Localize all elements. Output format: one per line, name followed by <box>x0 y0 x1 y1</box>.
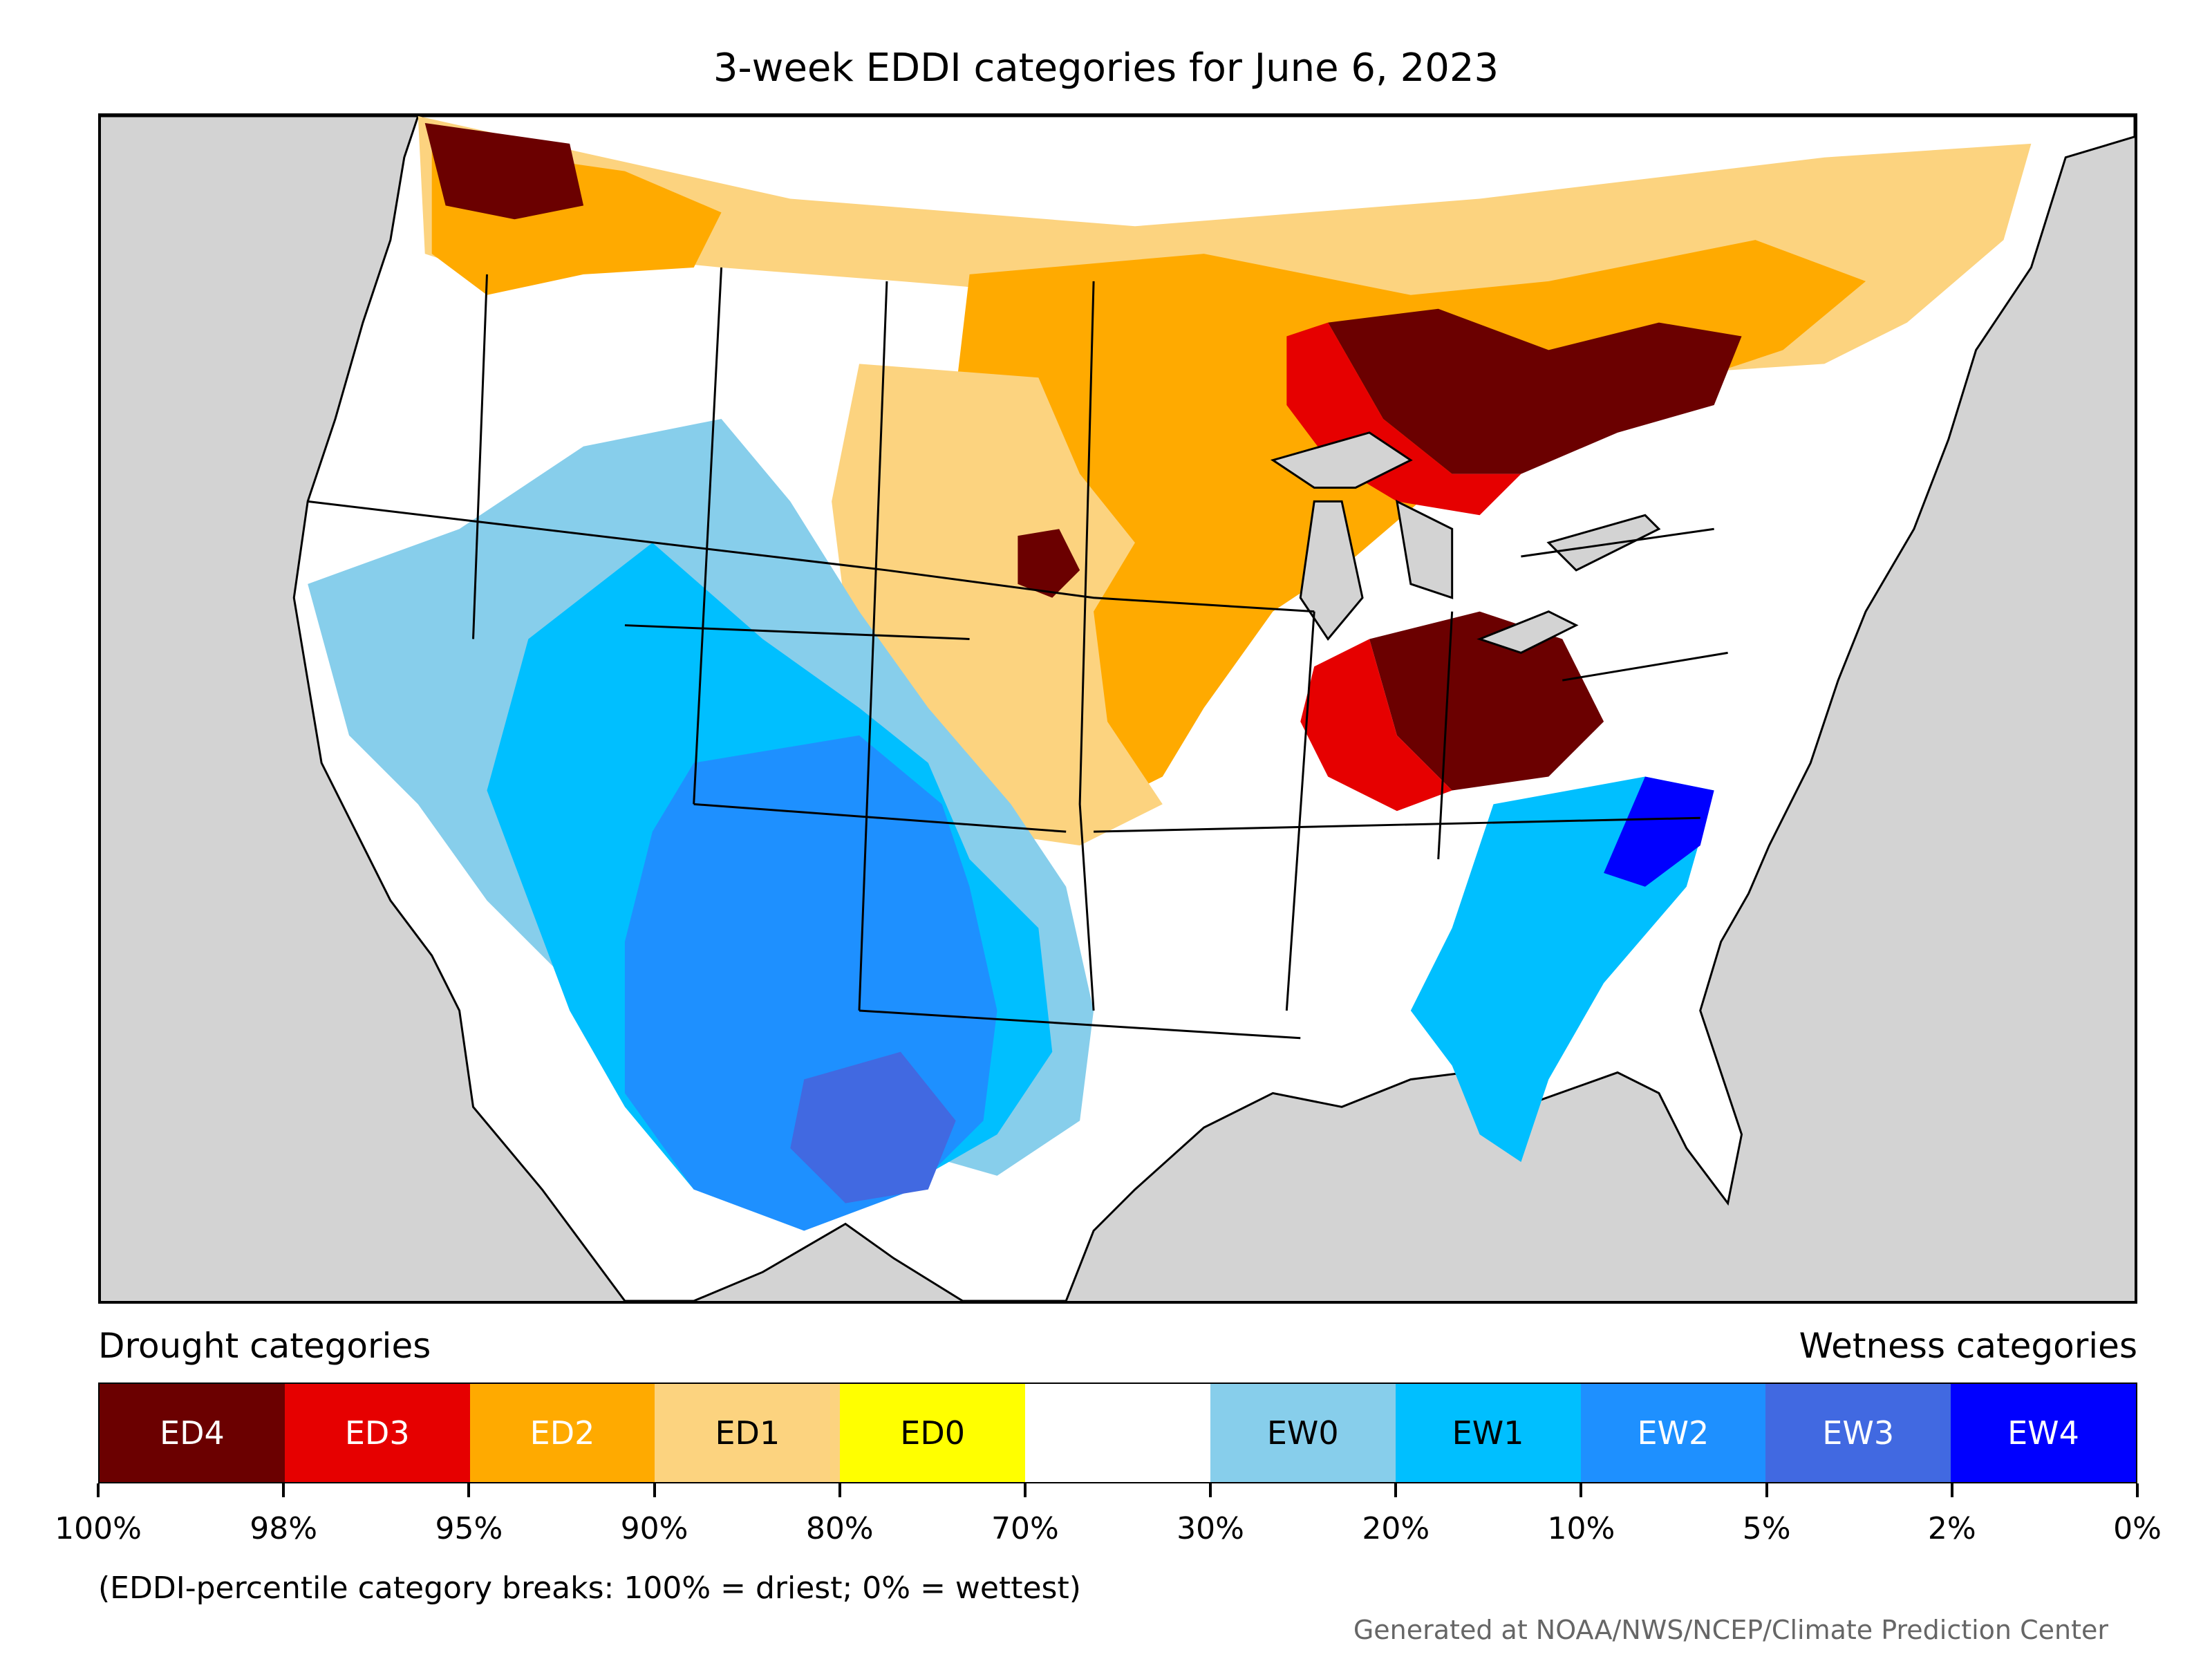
colorbar-tick <box>1765 1483 1768 1497</box>
state-boundaries <box>308 267 1728 1040</box>
category-swatch-ew2: EW2 <box>1580 1384 1766 1482</box>
category-swatch-ed3: ED3 <box>284 1384 470 1482</box>
colorbar-tick-label: 2% <box>1927 1511 1976 1546</box>
colorbar-tick-label: 20% <box>1362 1511 1430 1546</box>
colorbar-tick <box>1950 1483 1953 1497</box>
colorbar-tick-labels: 100% 98% 95% 90% 80% 70% 30% 20% 10% 5% 2% 0% <box>55 1511 2162 1553</box>
ew4-area-carolina <box>1604 776 1714 887</box>
category-swatch-ed2: ED2 <box>469 1384 655 1482</box>
colorbar-ticks <box>97 1483 2139 1497</box>
colorbar-tick <box>1394 1483 1398 1497</box>
ed4-area-dakota <box>1018 529 1080 598</box>
category-swatch-ew0: EW0 <box>1210 1384 1396 1482</box>
category-swatch-ew1: EW1 <box>1395 1384 1581 1482</box>
colorbar-tick-label: 100% <box>55 1511 142 1546</box>
category-swatch-ew4: EW4 <box>1951 1384 2136 1482</box>
ed4-area-northwest <box>424 122 584 220</box>
ew3-area-texas <box>790 1051 956 1203</box>
category-colorbar: ED4 ED3 ED2 ED1 ED0 EW0 EW1 EW2 EW3 EW4 <box>98 1382 2137 1483</box>
colorbar-tick-label: 5% <box>1742 1511 1791 1546</box>
colorbar-tick <box>838 1483 841 1497</box>
category-swatch-ed4: ED4 <box>100 1384 285 1482</box>
credit-line: Generated at NOAA/NWS/NCEP/Climate Predi… <box>1353 1615 2108 1645</box>
colorbar-tick-label: 80% <box>805 1511 874 1546</box>
category-swatch-ew3: EW3 <box>1765 1384 1951 1482</box>
wetness-categories-heading: Wetness categories <box>1799 1326 2137 1366</box>
colorbar-tick-label: 0% <box>2113 1511 2162 1546</box>
map-title: 3-week EDDI categories for June 6, 2023 <box>713 46 1499 91</box>
colorbar-tick-label: 10% <box>1547 1511 1615 1546</box>
category-swatch-neutral <box>1025 1384 1210 1482</box>
ed4-area-ohio <box>1369 611 1604 791</box>
great-lakes <box>1270 431 1661 654</box>
eddi-map <box>98 113 2137 1304</box>
colorbar-tick <box>467 1483 471 1497</box>
colorbar-tick <box>1023 1483 1027 1497</box>
colorbar-tick-label: 30% <box>1177 1511 1244 1546</box>
colorbar-tick <box>1580 1483 1583 1497</box>
ed3-area-ohio <box>1300 639 1452 812</box>
colorbar-tick <box>653 1483 656 1497</box>
colorbar-tick <box>1209 1483 1212 1497</box>
colorbar-tick-label: 70% <box>991 1511 1059 1546</box>
colorbar-tick <box>2136 1483 2139 1497</box>
category-swatch-ed0: ED0 <box>840 1384 1026 1482</box>
colorbar-tick <box>97 1483 100 1497</box>
eddi-map-canvas <box>101 116 2135 1301</box>
colorbar-tick-label: 90% <box>620 1511 688 1546</box>
ed4-area-ontario <box>1328 308 1742 474</box>
category-breaks-note: (EDDI-percentile category breaks: 100% =… <box>98 1571 1081 1606</box>
colorbar-tick-label: 95% <box>435 1511 503 1546</box>
category-swatch-ed1: ED1 <box>655 1384 841 1482</box>
colorbar-tick <box>282 1483 285 1497</box>
colorbar-tick-label: 98% <box>250 1511 318 1546</box>
drought-categories-heading: Drought categories <box>98 1326 431 1366</box>
